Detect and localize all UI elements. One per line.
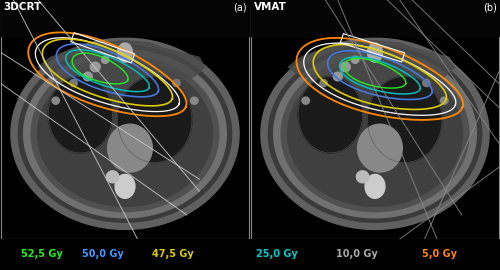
Polygon shape: [268, 45, 482, 222]
Text: 47,5 Gy: 47,5 Gy: [152, 249, 194, 259]
Polygon shape: [31, 56, 219, 212]
Polygon shape: [18, 45, 232, 222]
Polygon shape: [334, 72, 342, 81]
Polygon shape: [288, 61, 463, 206]
Polygon shape: [261, 38, 489, 230]
Text: 10,0 Gy: 10,0 Gy: [336, 249, 378, 259]
Polygon shape: [190, 97, 198, 104]
Polygon shape: [368, 43, 382, 62]
Polygon shape: [352, 56, 359, 63]
Polygon shape: [38, 61, 212, 206]
Polygon shape: [38, 40, 204, 88]
Text: (a): (a): [233, 2, 246, 12]
Polygon shape: [118, 76, 192, 163]
Polygon shape: [288, 40, 454, 88]
Text: 25,0 Gy: 25,0 Gy: [256, 249, 298, 259]
Polygon shape: [302, 97, 310, 104]
Polygon shape: [70, 79, 78, 87]
Text: 52,5 Gy: 52,5 Gy: [21, 249, 63, 259]
Text: (b): (b): [482, 2, 496, 12]
Text: 3DCRT: 3DCRT: [4, 2, 42, 12]
Polygon shape: [274, 50, 476, 218]
Polygon shape: [84, 72, 92, 81]
Polygon shape: [48, 76, 112, 153]
Polygon shape: [340, 62, 350, 72]
Polygon shape: [358, 124, 403, 172]
Text: 5,0 Gy: 5,0 Gy: [422, 249, 456, 259]
Polygon shape: [422, 79, 430, 87]
Polygon shape: [172, 79, 180, 87]
Polygon shape: [368, 76, 442, 163]
Text: VMAT: VMAT: [254, 2, 286, 12]
Polygon shape: [118, 43, 132, 62]
Polygon shape: [11, 38, 239, 230]
Polygon shape: [24, 50, 226, 218]
Polygon shape: [320, 79, 328, 87]
Polygon shape: [115, 174, 135, 198]
Text: 50,0 Gy: 50,0 Gy: [82, 249, 124, 259]
Polygon shape: [365, 174, 385, 198]
Polygon shape: [106, 171, 119, 183]
Polygon shape: [52, 97, 60, 104]
Polygon shape: [356, 171, 369, 183]
Polygon shape: [440, 97, 448, 104]
Polygon shape: [108, 124, 152, 172]
Polygon shape: [281, 56, 469, 212]
Polygon shape: [298, 76, 362, 153]
Polygon shape: [102, 56, 109, 63]
Polygon shape: [90, 62, 100, 72]
